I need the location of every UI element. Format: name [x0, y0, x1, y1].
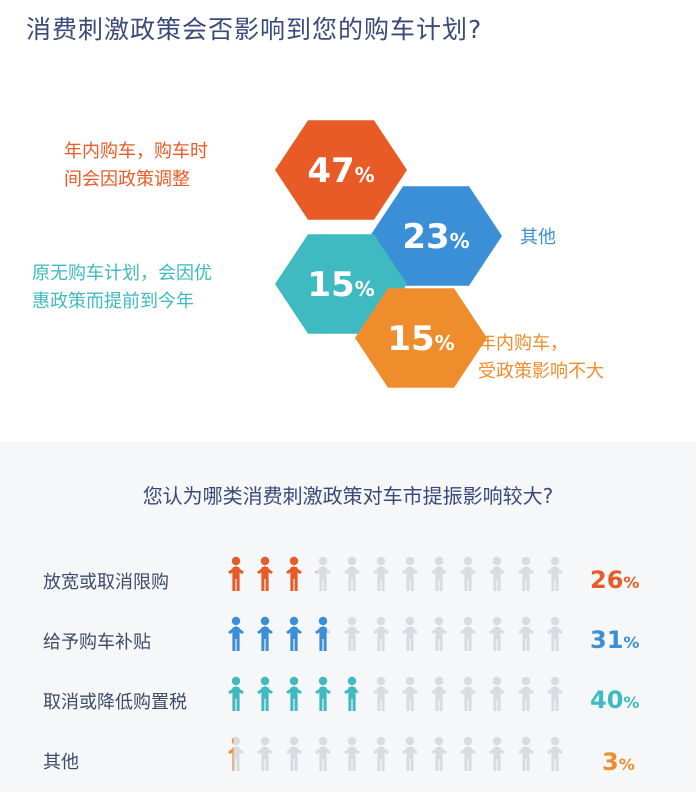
hexagon-3-value: 15% [307, 265, 374, 305]
hexagon-4-value: 15% [387, 319, 454, 359]
person-icon [547, 676, 563, 711]
person-icon [228, 616, 244, 651]
label-hex-3-line-1: 原无购车计划，会因优 [32, 263, 212, 284]
row-value-4-number: 3 [602, 748, 619, 776]
person-icon [373, 736, 389, 771]
person-icon [547, 616, 563, 651]
person-icon [460, 556, 476, 591]
person-icon [344, 616, 360, 651]
person-icon [228, 676, 244, 711]
section2-background [0, 442, 696, 792]
row-value-1-unit: % [623, 573, 640, 592]
row-value-4-unit: % [618, 755, 635, 774]
person-icon [315, 556, 331, 591]
row-value-3-number: 40 [590, 686, 624, 714]
person-icon [315, 736, 331, 771]
row-value-2-unit: % [623, 633, 640, 652]
row-value-1: 26% [590, 566, 639, 594]
label-hex-2: 其他 [520, 224, 556, 252]
person-icon [257, 556, 273, 591]
hexagon-chart: 47% 23% 15% 15% [275, 120, 502, 388]
label-hex-4: 年内购车， 受政策影响不大 [478, 330, 604, 386]
row-value-3: 40% [590, 686, 639, 714]
person-icon [460, 616, 476, 651]
label-hex-1-line-2: 间会因政策调整 [64, 169, 190, 190]
person-icon [518, 736, 534, 771]
person-icon [402, 616, 418, 651]
hexagon-3 [275, 234, 407, 334]
person-icon [402, 736, 418, 771]
row-label-1: 放宽或取消限购 [43, 572, 169, 593]
label-hex-3: 原无购车计划，会因优 惠政策而提前到今年 [32, 260, 212, 316]
section2-title: 您认为哪类消费刺激政策对车市提振影响较大? [142, 484, 554, 508]
person-icon [286, 736, 302, 771]
person-icon [344, 736, 360, 771]
person-icon [286, 556, 302, 591]
person-icon [344, 556, 360, 591]
person-icon [257, 616, 273, 651]
row-value-4: 3% [602, 748, 635, 776]
person-icon [373, 556, 389, 591]
label-hex-1: 年内购车，购车时 间会因政策调整 [64, 138, 208, 194]
person-icon [402, 676, 418, 711]
person-icon [315, 616, 331, 651]
row-value-1-number: 26 [590, 566, 624, 594]
hexagon-4 [355, 288, 487, 388]
person-icon [431, 616, 447, 651]
person-icon [489, 676, 505, 711]
person-icon [257, 676, 273, 711]
person-icon [315, 676, 331, 711]
person-icon [286, 676, 302, 711]
row-value-2: 31% [590, 626, 639, 654]
person-icon [286, 616, 302, 651]
person-icon [518, 676, 534, 711]
row-label-2: 给予购车补贴 [43, 632, 151, 653]
person-icon [518, 616, 534, 651]
label-hex-4-line-2: 受政策影响不大 [478, 361, 604, 382]
person-icon [228, 736, 244, 771]
hexagon-1 [275, 120, 407, 220]
label-hex-4-line-1: 年内购车， [478, 333, 568, 354]
row-value-3-unit: % [623, 693, 640, 712]
person-icon [373, 616, 389, 651]
person-icon [373, 676, 389, 711]
person-icon [547, 736, 563, 771]
person-icon [489, 736, 505, 771]
hexagon-1-value: 47% [307, 151, 374, 191]
person-icon [228, 556, 244, 591]
person-icon [460, 736, 476, 771]
row-label-4: 其他 [43, 752, 79, 773]
person-icon [489, 556, 505, 591]
person-icon [431, 556, 447, 591]
label-hex-3-line-2: 惠政策而提前到今年 [32, 291, 194, 312]
hexagon-2-value: 23% [402, 217, 469, 257]
person-icon [460, 676, 476, 711]
row-label-3: 取消或降低购置税 [43, 692, 187, 713]
person-icon [547, 556, 563, 591]
person-icon [431, 676, 447, 711]
row-value-2-number: 31 [590, 626, 624, 654]
label-hex-2-line-1: 其他 [520, 227, 556, 248]
person-icon [344, 676, 360, 711]
hexagon-2 [370, 186, 502, 286]
label-hex-1-line-1: 年内购车，购车时 [64, 141, 208, 162]
page-title: 消费刺激政策会否影响到您的购车计划? [26, 15, 483, 44]
person-icon [402, 556, 418, 591]
person-icon [489, 616, 505, 651]
person-icon [431, 736, 447, 771]
person-icon [257, 736, 273, 771]
person-icon [518, 556, 534, 591]
